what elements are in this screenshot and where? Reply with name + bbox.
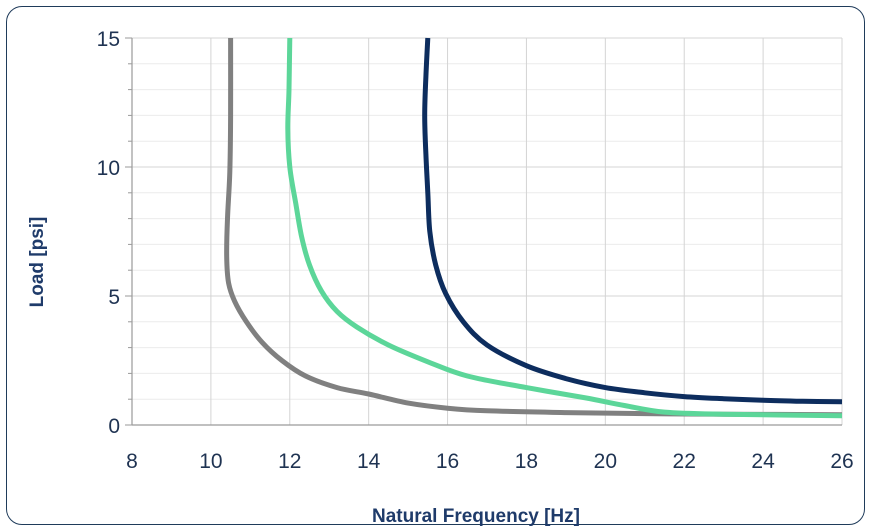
series-line-3 (422, 37, 843, 405)
x-tick-label: 12 (278, 450, 301, 473)
x-tick-label: 22 (673, 450, 696, 473)
x-tick-label: 18 (515, 450, 538, 473)
y-tick-label: 10 (97, 157, 120, 180)
x-tick-labels: 8 10 12 14 16 18 20 22 24 26 (126, 450, 854, 473)
series-group (224, 37, 843, 419)
x-tick-label: 14 (357, 450, 381, 473)
x-tick-label: 24 (751, 450, 775, 473)
minor-grid (132, 63, 842, 400)
major-grid (132, 37, 843, 425)
x-tick-label: 20 (594, 450, 617, 473)
series-line-1 (224, 37, 843, 418)
x-tick-label: 10 (199, 450, 222, 473)
series-line-2 (285, 37, 843, 419)
axes (125, 37, 842, 426)
x-tick-label: 26 (830, 450, 853, 473)
y-axis-title: Load [psi] (27, 217, 48, 308)
y-tick-label: 0 (108, 415, 120, 438)
y-tick-labels: 0 5 10 15 (97, 28, 120, 438)
x-tick-label: 8 (126, 450, 138, 473)
y-tick-label: 15 (97, 28, 120, 51)
y-tick-label: 5 (108, 286, 120, 309)
x-tick-label: 16 (436, 450, 459, 473)
x-axis-title: Natural Frequency [Hz] (372, 506, 580, 527)
